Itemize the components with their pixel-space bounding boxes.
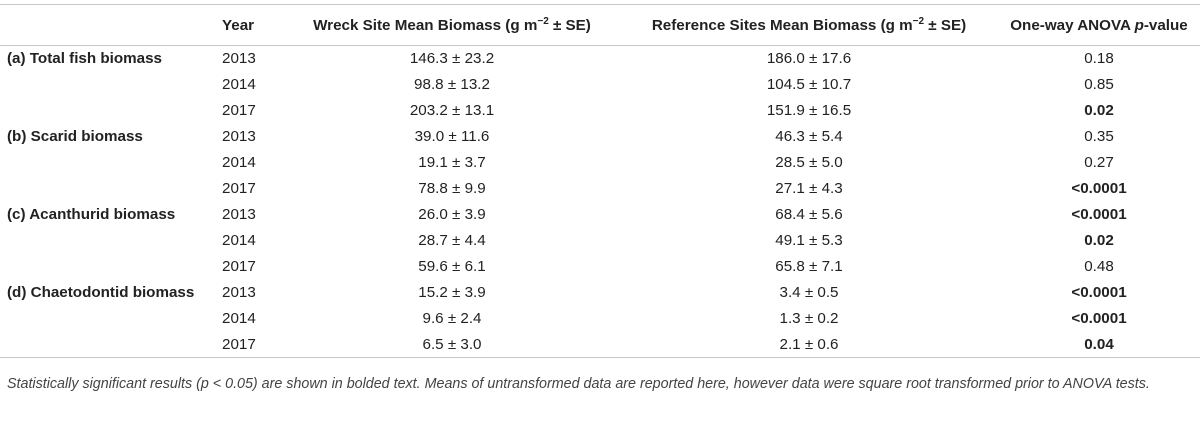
table-row: (a) Total fish biomass 2013 146.3 ± 23.2 18… [0,46,1200,72]
header-p-value: One-way ANOVA p-value [998,4,1200,46]
p-value-cell: 0.48 [1084,258,1114,275]
table-row: 2014 28.7 ± 4.4 49.1 ± 5.3 0.02 [0,228,1200,254]
year-cell: 2013 [222,206,256,223]
header-group [0,4,222,46]
wreck-biomass-cell: 28.7 ± 4.4 [418,232,486,249]
group-label-cell: (d) Chaetodontid biomass [7,284,195,301]
group-label-cell [0,98,222,124]
reference-biomass-cell: 68.4 ± 5.6 [775,206,843,223]
wreck-biomass-cell: 6.5 ± 3.0 [284,331,620,358]
wreck-biomass-cell: 59.6 ± 6.1 [418,258,486,275]
table-row: 2017 6.5 ± 3.0 2.1 ± 0.6 0.04 [0,331,1200,358]
p-value-cell: 0.27 [1084,154,1114,171]
group-label-cell [0,150,222,176]
year-cell: 2014 [222,154,256,171]
reference-biomass-cell: 28.5 ± 5.0 [775,154,843,171]
table-row: 2017 78.8 ± 9.9 27.1 ± 4.3 <0.0001 [0,176,1200,202]
header-year: Year [222,4,284,46]
wreck-biomass-cell: 26.0 ± 3.9 [418,206,486,223]
p-value-cell: 0.04 [998,331,1200,358]
p-value-cell: <0.0001 [1071,310,1127,327]
p-value-cell: 0.18 [1084,50,1114,68]
table-row: 2014 19.1 ± 3.7 28.5 ± 5.0 0.27 [0,150,1200,176]
reference-biomass-cell: 49.1 ± 5.3 [775,232,843,249]
reference-biomass-cell: 104.5 ± 10.7 [766,76,852,93]
p-value-cell: <0.0001 [1071,180,1127,197]
reference-biomass-cell: 186.0 ± 17.6 [766,50,852,68]
table-header: Year Wreck Site Mean Biomass (g m−2 ± SE… [0,4,1200,46]
group-label-cell [0,72,222,98]
p-value-cell: 0.02 [1084,232,1114,249]
year-cell: 2014 [222,232,256,249]
year-cell: 2017 [222,331,284,358]
group-label-cell [0,176,222,202]
table-row: (b) Scarid biomass 2013 39.0 ± 11.6 46.3 ± … [0,124,1200,150]
wreck-biomass-cell: 39.0 ± 11.6 [414,128,490,145]
p-value-cell: <0.0001 [1071,206,1127,223]
wreck-biomass-cell: 203.2 ± 13.1 [409,102,495,119]
year-cell: 2014 [222,310,256,327]
reference-biomass-cell: 151.9 ± 16.5 [766,102,852,119]
p-value-cell: 0.02 [1084,102,1114,119]
year-cell: 2017 [222,180,256,197]
reference-biomass-cell: 46.3 ± 5.4 [775,128,843,145]
group-label-cell: (c) Acanthurid biomass [7,206,176,223]
table-row: 2014 98.8 ± 13.2 104.5 ± 10.7 0.85 [0,72,1200,98]
group-label-cell [0,306,222,332]
p-value-cell: 0.85 [1084,76,1114,93]
year-cell: 2017 [222,102,256,119]
group-label-cell [0,228,222,254]
header-wreck-site: Wreck Site Mean Biomass (g m−2 ± SE) [284,4,620,46]
year-cell: 2017 [222,258,256,275]
year-cell: 2013 [222,128,256,145]
table-row: (c) Acanthurid biomass 2013 26.0 ± 3.9 68.4… [0,202,1200,228]
wreck-biomass-cell: 19.1 ± 3.7 [418,154,486,171]
wreck-biomass-cell: 78.8 ± 9.9 [418,180,486,197]
reference-biomass-cell: 3.4 ± 0.5 [779,284,839,301]
table-footnote: Statistically significant results (p < 0… [7,376,1150,392]
wreck-biomass-cell: 98.8 ± 13.2 [414,76,490,93]
table-row: 2017 203.2 ± 13.1 151.9 ± 16.5 0.02 [0,98,1200,124]
wreck-biomass-cell: 9.6 ± 2.4 [422,310,482,327]
p-value-cell: <0.0001 [1071,284,1127,301]
reference-biomass-cell: 65.8 ± 7.1 [775,258,843,275]
wreck-biomass-cell: 146.3 ± 23.2 [409,50,495,68]
group-label-cell [0,331,222,358]
group-label-cell [0,254,222,280]
reference-biomass-cell: 2.1 ± 0.6 [620,331,998,358]
reference-biomass-cell: 1.3 ± 0.2 [779,310,839,327]
wreck-biomass-cell: 15.2 ± 3.9 [418,284,486,301]
p-value-cell: 0.35 [1084,128,1114,145]
group-label-cell: (b) Scarid biomass [7,128,143,145]
year-cell: 2013 [222,50,256,68]
table-row: 2017 59.6 ± 6.1 65.8 ± 7.1 0.48 [0,254,1200,280]
year-cell: 2014 [222,76,256,93]
table-row: 2014 9.6 ± 2.4 1.3 ± 0.2 <0.0001 [0,306,1200,332]
biomass-table: Year Wreck Site Mean Biomass (g m−2 ± SE… [0,4,1200,358]
reference-biomass-cell: 27.1 ± 4.3 [775,180,843,197]
group-label-cell: (a) Total fish biomass [7,50,162,68]
header-reference-sites: Reference Sites Mean Biomass (g m−2 ± SE… [620,4,998,46]
table-body: (a) Total fish biomass 2013 146.3 ± 23.2 18… [0,46,1200,358]
year-cell: 2013 [222,284,256,301]
table-row: (d) Chaetodontid biomass 2013 15.2 ± 3.9 3.… [0,280,1200,306]
